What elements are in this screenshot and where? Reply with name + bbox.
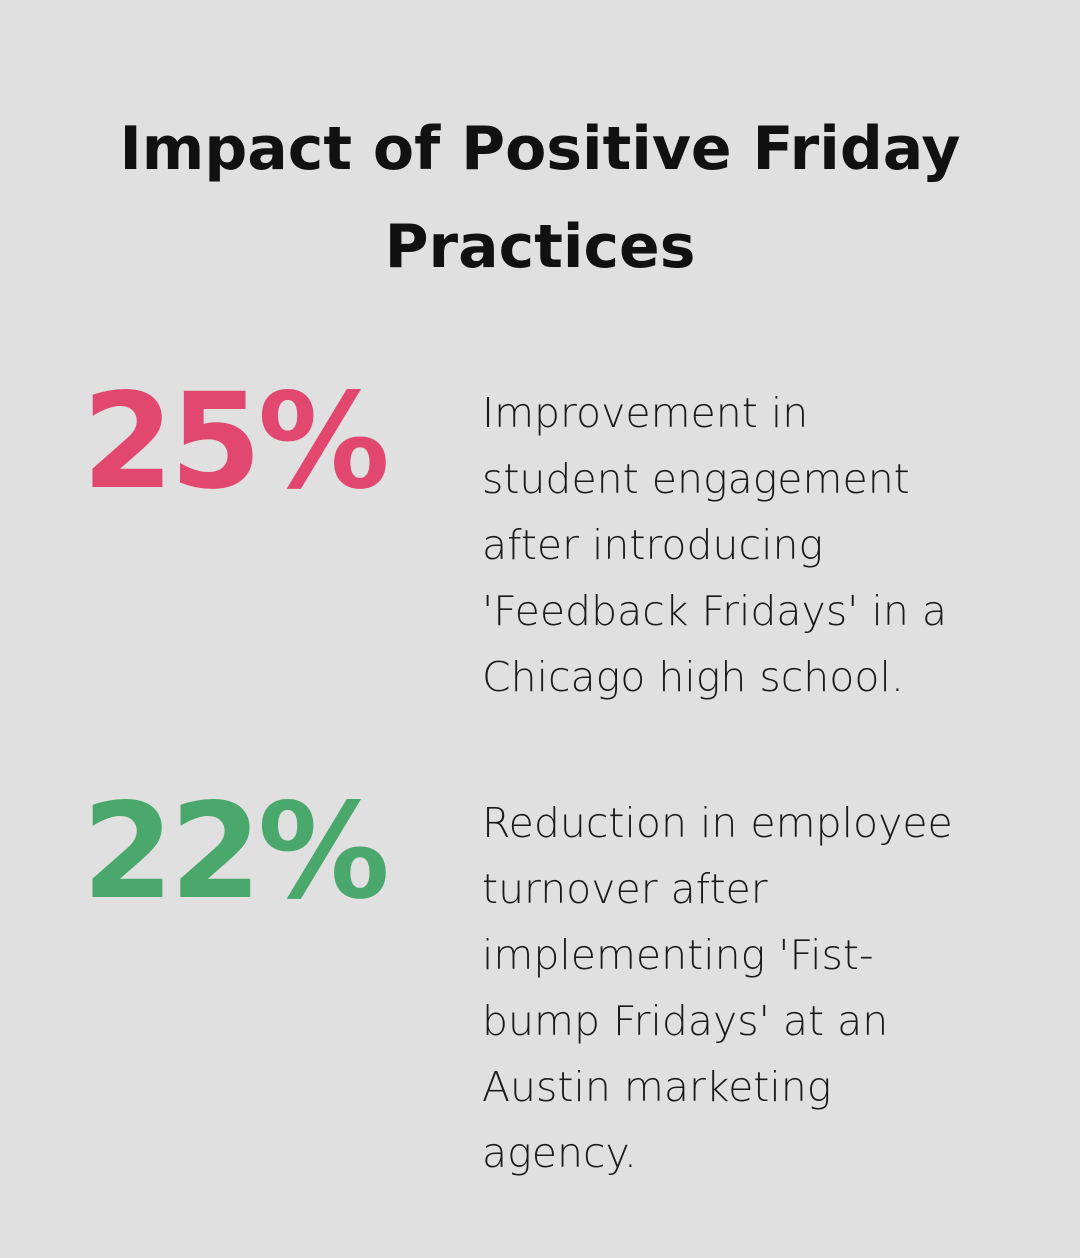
title-line: Impact of Positive Friday <box>119 114 961 184</box>
title: Impact of Positive Friday Practices <box>0 100 1080 296</box>
description-line: Improvement in <box>482 389 809 437</box>
stat-value: 22% <box>82 775 390 929</box>
description-line: 'Feedback Fridays' in a <box>482 587 948 635</box>
description-line: bump Fridays' at an <box>482 997 889 1045</box>
description-line: implementing 'Fist- <box>482 931 874 979</box>
stat-description: Improvement in student engagement after in… <box>482 380 947 710</box>
description-line: agency. <box>482 1129 637 1177</box>
stat-description: Reduction in employee turnover after imple… <box>482 790 953 1186</box>
description-line: turnover after <box>482 865 768 913</box>
title-line: Practices <box>384 212 696 282</box>
description-line: after introducing <box>482 521 824 569</box>
description-line: Austin marketing <box>482 1063 832 1111</box>
description-line: Reduction in employee <box>482 799 953 847</box>
description-line: Chicago high school. <box>482 653 904 701</box>
stat-value: 25% <box>82 365 390 519</box>
description-line: student engagement <box>482 455 910 503</box>
